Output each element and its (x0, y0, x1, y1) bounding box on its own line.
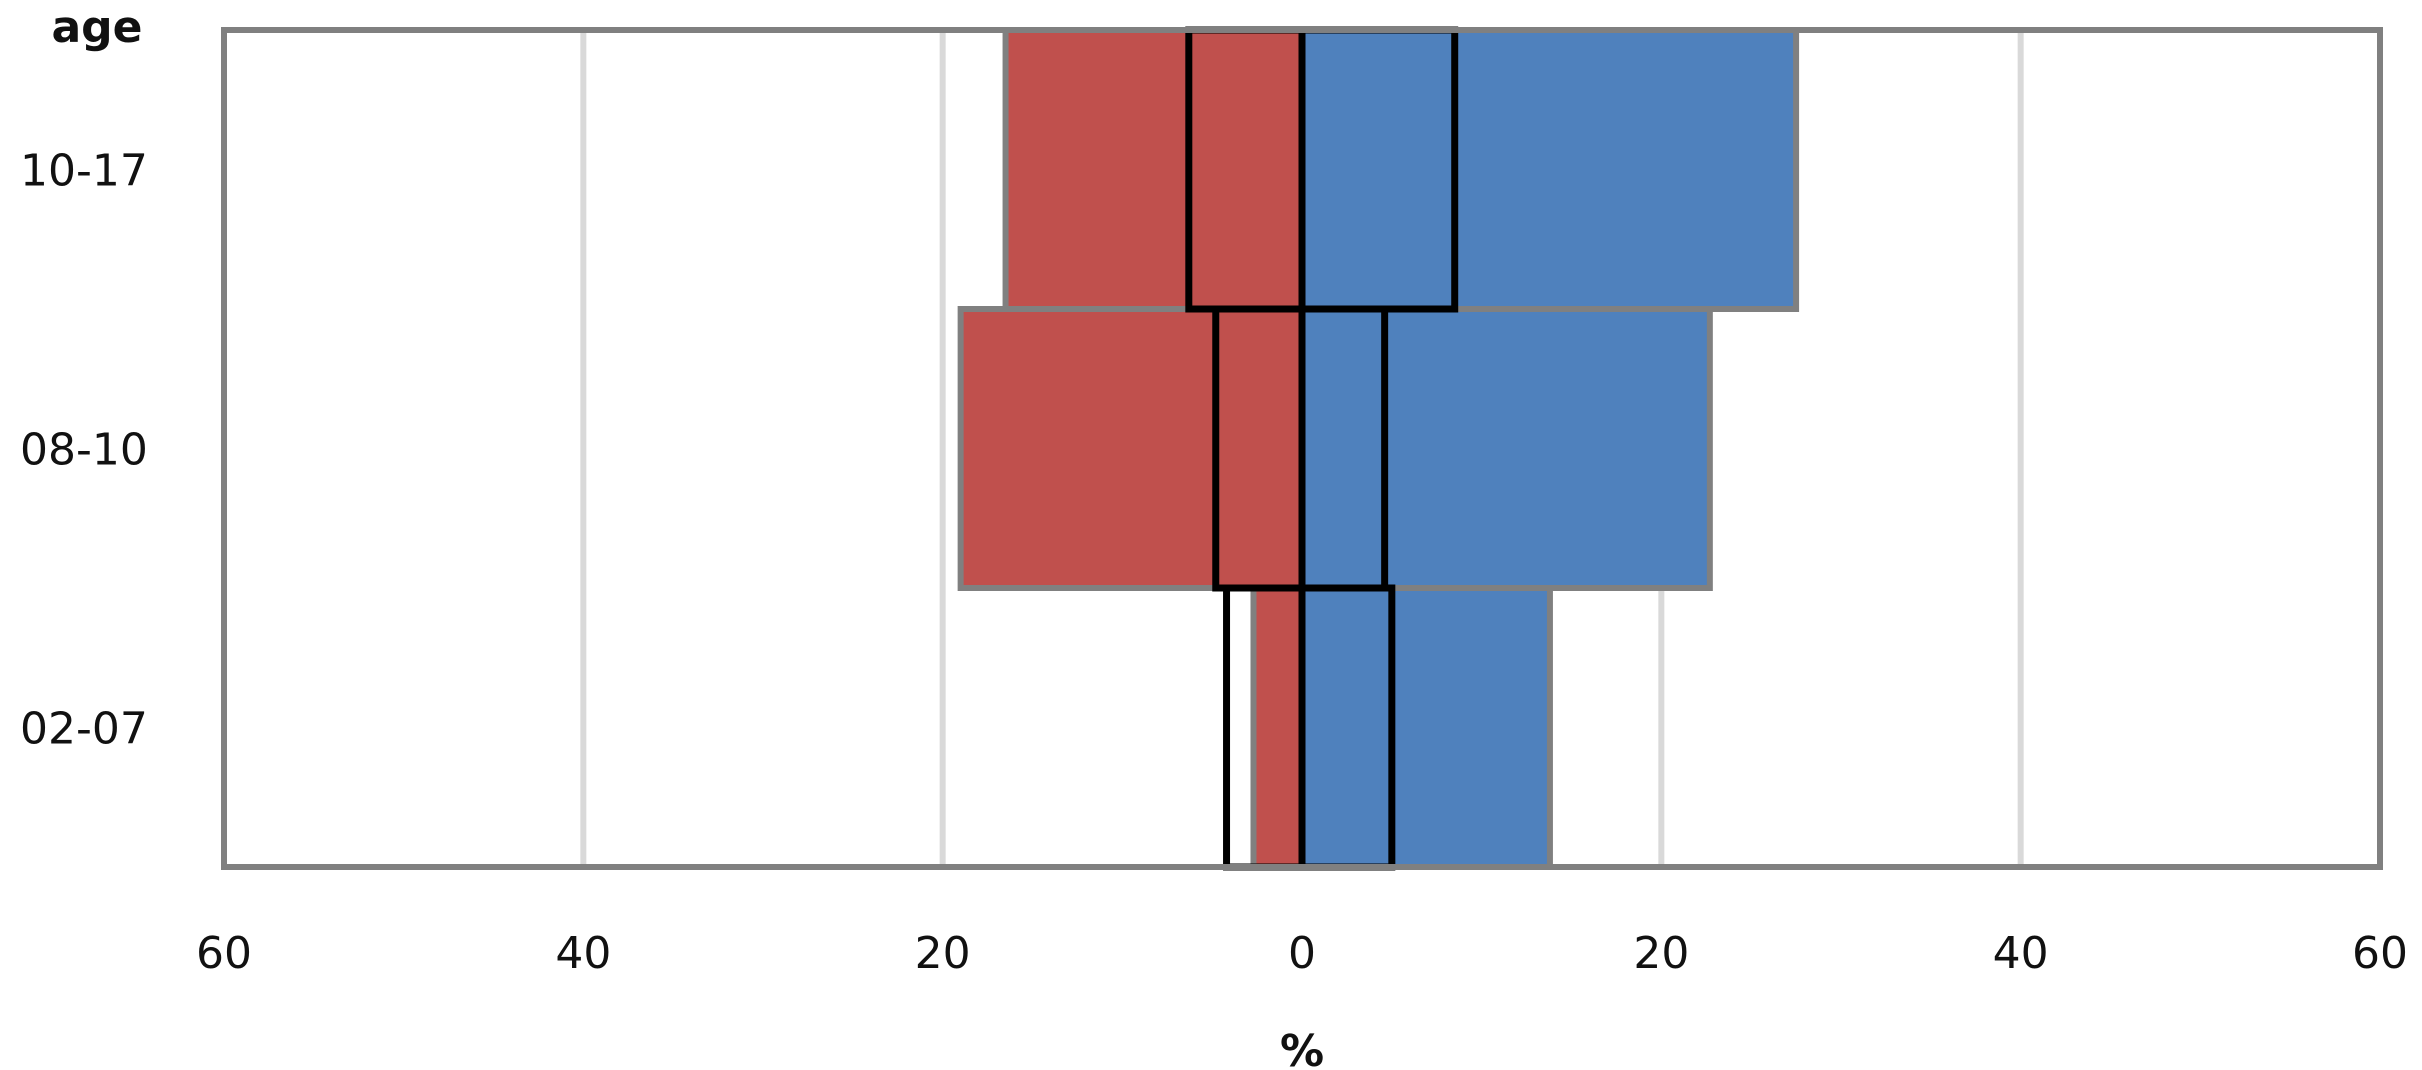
left-bar-08-10 (957, 306, 1306, 591)
plot-area-border (221, 27, 2383, 870)
left-bar-02-07 (1250, 585, 1305, 870)
y-tick-label: 10-17 (20, 146, 148, 197)
x-tick-label: 60 (196, 928, 252, 979)
x-tick-label: 40 (1993, 928, 2049, 979)
x-tick-label: 20 (1633, 928, 1689, 979)
right-bar-08-10 (1299, 306, 1713, 591)
x-tick-labels: 60 40 20 0 20 40 60 (196, 928, 2408, 979)
y-axis-title: age (51, 2, 142, 53)
left-bar-10-17 (1002, 27, 1305, 312)
right-bar-02-07 (1299, 585, 1553, 870)
x-tick-label: 0 (1288, 928, 1316, 979)
x-axis-title: % (1280, 1026, 1324, 1070)
x-tick-label: 40 (555, 928, 611, 979)
y-tick-label: 02-07 (20, 704, 148, 755)
y-tick-label: 08-10 (20, 425, 148, 476)
x-tick-label: 60 (2352, 928, 2408, 979)
bars (957, 27, 1800, 870)
y-tick-labels: 10-17 08-10 02-07 (20, 146, 148, 755)
x-tick-label: 20 (915, 928, 971, 979)
right-bar-10-17 (1299, 27, 1800, 312)
